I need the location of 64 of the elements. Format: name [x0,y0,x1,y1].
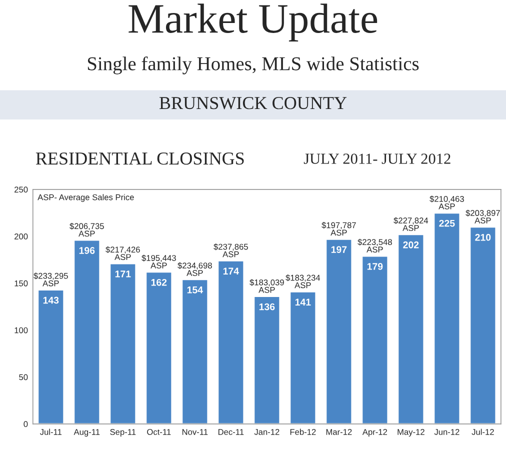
data-label: 162 [151,278,167,286]
x-tick-label: Apr-12 [362,429,388,437]
bar [217,260,245,424]
x-tick-label: Jul-12 [472,428,494,435]
y-tick-label: 50 [19,374,28,380]
annotation: $223,548 ASP [358,238,392,252]
annotation: $195,443 ASP [142,254,176,268]
data-label: 136 [259,303,275,310]
x-tick-label: Dec-11 [218,429,244,435]
annotation: ASP- Average Sales Price [38,194,134,202]
bar [469,226,497,424]
bar [361,255,389,424]
bar [253,296,281,424]
x-tick-label: Sep-11 [110,429,136,437]
x-tick-label: Aug-11 [74,429,100,437]
x-tick-label: Jun-12 [434,429,460,435]
annotation: $197,787 ASP [322,222,356,236]
data-label: 154 [187,286,203,294]
bar [325,238,353,424]
bar [73,239,101,424]
bar [145,271,173,424]
data-label: 197 [331,246,347,254]
data-label: 171 [115,270,131,278]
bar [181,278,209,424]
annotation: $210,463 ASP [430,196,464,210]
x-tick-label: Jan-12 [254,429,280,435]
y-tick-label: 250 [14,186,28,193]
data-label: 210 [475,234,491,241]
annotation: $233,295 ASP [34,272,68,286]
annotation: $203,897 ASP [466,210,500,224]
x-tick-label: Oct-11 [147,429,171,435]
annotation: $206,735 ASP [70,222,104,237]
data-label: 196 [79,247,95,254]
text: RESIDENTIAL CLOSINGS [36,152,244,165]
annotation: $217,426 ASP [106,246,140,260]
x-tick-label: Nov-11 [182,429,208,435]
x-tick-label: Mar-12 [326,429,352,435]
bar [109,262,137,424]
data-label: 143 [43,296,59,304]
y-tick-label: 200 [14,234,28,240]
y-tick-label: 100 [14,327,28,334]
text: BRUNSWICK COUNTY [159,97,347,110]
annotation: $234,698 ASP [178,262,212,276]
annotation: $237,865 ASP [214,243,248,258]
data-label: 141 [295,298,311,306]
bar [433,212,461,424]
annotation: $183,234 ASP [286,274,320,288]
chart-title: Market Update [128,4,378,42]
annotation: $183,039 ASP [250,279,284,293]
text: JULY 2011- JULY 2012 [304,154,450,164]
bar [289,290,317,424]
y-tick-label: 150 [14,280,28,286]
data-label: 179 [367,263,383,270]
bar [37,289,65,424]
data-label: 174 [223,268,239,274]
x-tick-label: Jul-11 [40,428,62,435]
x-tick-label: May-12 [398,429,424,437]
data-label: 225 [439,220,455,227]
annotation: $227,824 ASP [394,217,428,231]
y-tick-label: 0 [24,421,28,428]
bar [397,234,425,424]
x-tick-label: Feb-12 [290,428,316,435]
data-label: 202 [403,241,419,248]
chart-subtitle: Single family Homes, MLS wide Statistics [88,56,419,74]
